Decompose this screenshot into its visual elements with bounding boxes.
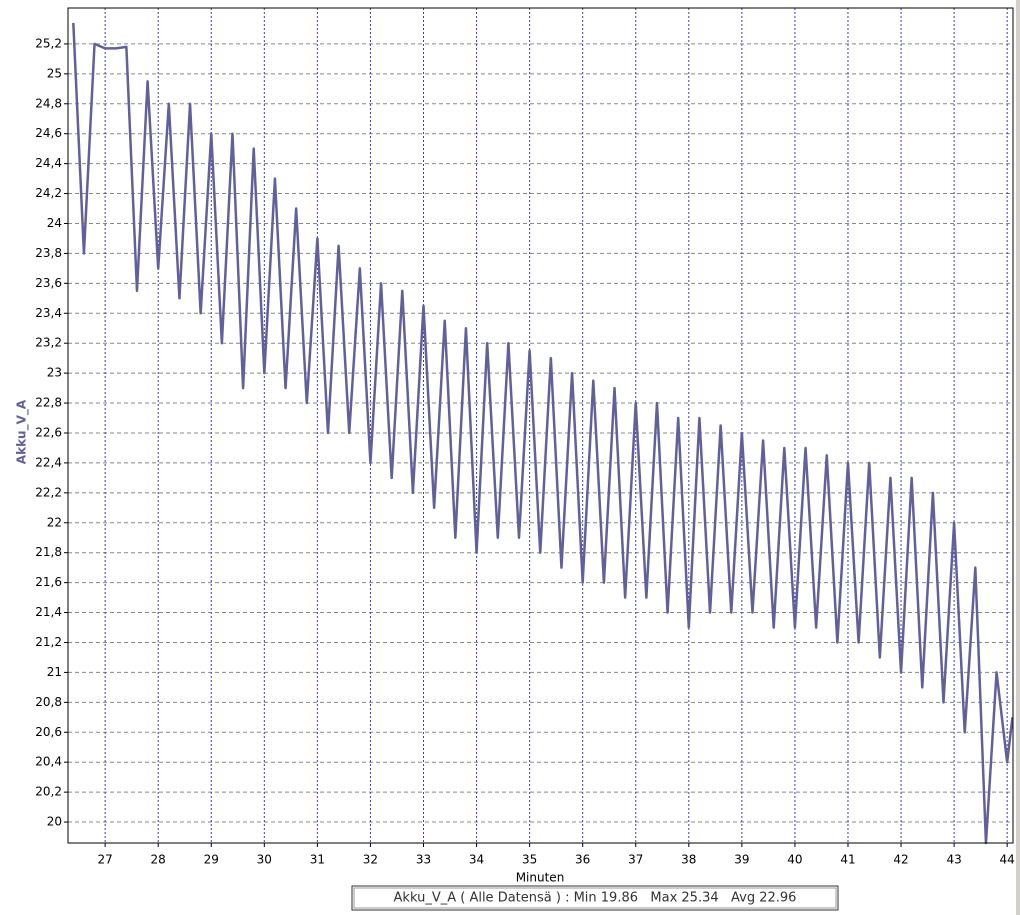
- y-tick-label: 22,4: [35, 455, 62, 469]
- x-tick-label: 38: [681, 853, 696, 867]
- x-tick-label: 33: [416, 853, 431, 867]
- y-tick-label: 23,2: [35, 336, 62, 350]
- y-tick-label: 22,2: [35, 485, 62, 499]
- x-tick-label: 40: [787, 853, 802, 867]
- y-tick-label: 24,6: [35, 126, 62, 140]
- y-tick-label: 20,4: [35, 755, 62, 769]
- y-tick-label: 21: [47, 665, 62, 679]
- x-tick-label: 28: [151, 853, 166, 867]
- y-tick-label: 20: [47, 815, 62, 829]
- y-tick-label: 23,8: [35, 246, 62, 260]
- x-tick-label: 37: [628, 853, 643, 867]
- x-tick-label: 29: [204, 853, 219, 867]
- y-tick-label: 21,8: [35, 545, 62, 559]
- data-line: [72, 22, 1014, 845]
- summary-text: Akku_V_A ( Alle Datensä ) : Min 19.86 Ma…: [394, 891, 797, 906]
- y-tick-label: 20,2: [35, 785, 62, 799]
- y-tick-label: 22,6: [35, 425, 62, 439]
- y-tick-label: 22: [47, 515, 62, 529]
- x-tick-label: 43: [946, 853, 961, 867]
- y-tick-label: 23: [47, 366, 62, 380]
- x-tick-label: 31: [310, 853, 325, 867]
- y-tick-label: 23,4: [35, 306, 62, 320]
- window-edge: [1016, 0, 1020, 915]
- y-tick-label: 21,6: [35, 575, 62, 589]
- x-tick-label: 41: [840, 853, 855, 867]
- y-tick-label: 20,6: [35, 725, 62, 739]
- y-tick-label: 24,8: [35, 96, 62, 110]
- y-tick-label: 23,6: [35, 276, 62, 290]
- y-tick-label: 24: [47, 216, 62, 230]
- x-tick-label: 27: [98, 853, 113, 867]
- y-tick-label: 24,4: [35, 156, 62, 170]
- y-tick-label: 21,4: [35, 605, 62, 619]
- y-tick-label: 25,2: [35, 36, 62, 50]
- y-tick-label: 22,8: [35, 396, 62, 410]
- x-tick-label: 35: [522, 853, 537, 867]
- x-tick-label: 39: [734, 853, 749, 867]
- x-tick-label: 42: [893, 853, 908, 867]
- axes: 20 20,2 20,4 20,6 20,8 21 21,2 21,4 21,6 21,8 22 22…: [35, 36, 1015, 866]
- plot: [72, 22, 1014, 845]
- x-axis-label: Minuten: [516, 871, 565, 885]
- summary-box-inner: [353, 887, 837, 909]
- y-tick-label: 21,2: [35, 635, 62, 649]
- y-tick-label: 20,8: [35, 695, 62, 709]
- y-axis-label: Akku_V_A: [15, 399, 30, 464]
- x-tick-label: 34: [469, 853, 484, 867]
- y-tick-label: 25: [47, 66, 62, 80]
- x-tick-label: 44: [1000, 853, 1015, 867]
- x-tick-label: 36: [575, 853, 590, 867]
- x-tick-label: 30: [257, 853, 272, 867]
- plot-frame: [67, 7, 1014, 844]
- summary-box: [351, 885, 839, 911]
- y-tick-label: 24,2: [35, 186, 62, 200]
- x-tick-label: 32: [363, 853, 378, 867]
